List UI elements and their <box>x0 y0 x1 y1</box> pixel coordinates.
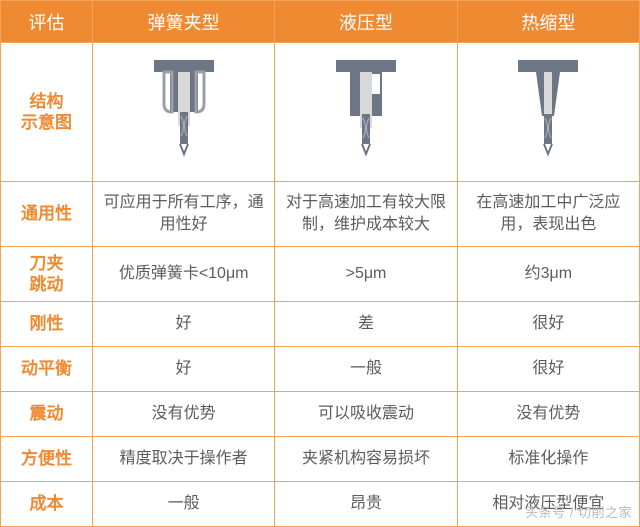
cell-balance-hydraulic: 一般 <box>275 346 457 391</box>
header-spring: 弹簧夹型 <box>93 1 275 43</box>
cell-cost-hydraulic: 昂贵 <box>275 481 457 526</box>
header-shrink: 热缩型 <box>457 1 639 43</box>
diagram-hydraulic-cell <box>275 43 457 182</box>
cell-vibration-shrink: 没有优势 <box>457 391 639 436</box>
cell-balance-shrink: 很好 <box>457 346 639 391</box>
diagram-spring-icon <box>134 54 234 164</box>
rowlabel-diagram: 结构 示意图 <box>1 43 93 182</box>
rowlabel-balance: 动平衡 <box>1 346 93 391</box>
rowlabel-runout-text: 刀夹 跳动 <box>30 254 64 294</box>
cell-versatility-shrink: 在高速加工中广泛应用，表现出色 <box>457 182 639 246</box>
cell-balance-spring: 好 <box>93 346 275 391</box>
cell-cost-shrink: 相对液压型便宜 <box>457 481 639 526</box>
cell-runout-hydraulic: >5μm <box>275 246 457 301</box>
row-diagram: 结构 示意图 <box>1 43 640 182</box>
rowlabel-vibration: 震动 <box>1 391 93 436</box>
row-runout: 刀夹 跳动 优质弹簧卡<10μm >5μm 约3μm <box>1 246 640 301</box>
rowlabel-diagram-text: 结构 示意图 <box>21 92 72 132</box>
cell-runout-shrink: 约3μm <box>457 246 639 301</box>
row-convenience: 方便性 精度取决于操作者 夹紧机构容易损坏 标准化操作 <box>1 436 640 481</box>
row-rigidity: 刚性 好 差 很好 <box>1 301 640 346</box>
rowlabel-runout: 刀夹 跳动 <box>1 246 93 301</box>
rowlabel-versatility: 通用性 <box>1 182 93 246</box>
cell-convenience-spring: 精度取决于操作者 <box>93 436 275 481</box>
cell-versatility-spring: 可应用于所有工序，通用性好 <box>93 182 275 246</box>
cell-convenience-shrink: 标准化操作 <box>457 436 639 481</box>
cell-convenience-hydraulic: 夹紧机构容易损坏 <box>275 436 457 481</box>
header-hydraulic: 液压型 <box>275 1 457 43</box>
diagram-shrink-cell <box>457 43 639 182</box>
cell-vibration-spring: 没有优势 <box>93 391 275 436</box>
diagram-shrink-icon <box>498 54 598 164</box>
cell-runout-spring: 优质弹簧卡<10μm <box>93 246 275 301</box>
diagram-hydraulic-icon <box>316 54 416 164</box>
rowlabel-convenience: 方便性 <box>1 436 93 481</box>
row-vibration: 震动 没有优势 可以吸收震动 没有优势 <box>1 391 640 436</box>
comparison-table: 评估 弹簧夹型 液压型 热缩型 结构 示意图 <box>0 0 640 527</box>
row-balance: 动平衡 好 一般 很好 <box>1 346 640 391</box>
diagram-spring-cell <box>93 43 275 182</box>
cell-vibration-hydraulic: 可以吸收震动 <box>275 391 457 436</box>
rowlabel-cost: 成本 <box>1 481 93 526</box>
row-cost: 成本 一般 昂贵 相对液压型便宜 <box>1 481 640 526</box>
header-eval: 评估 <box>1 1 93 43</box>
cell-rigidity-shrink: 很好 <box>457 301 639 346</box>
cell-cost-spring: 一般 <box>93 481 275 526</box>
row-versatility: 通用性 可应用于所有工序，通用性好 对于高速加工有较大限制，维护成本较大 在高速… <box>1 182 640 246</box>
rowlabel-rigidity: 刚性 <box>1 301 93 346</box>
cell-rigidity-spring: 好 <box>93 301 275 346</box>
table-header-row: 评估 弹簧夹型 液压型 热缩型 <box>1 1 640 43</box>
cell-rigidity-hydraulic: 差 <box>275 301 457 346</box>
cell-versatility-hydraulic: 对于高速加工有较大限制，维护成本较大 <box>275 182 457 246</box>
